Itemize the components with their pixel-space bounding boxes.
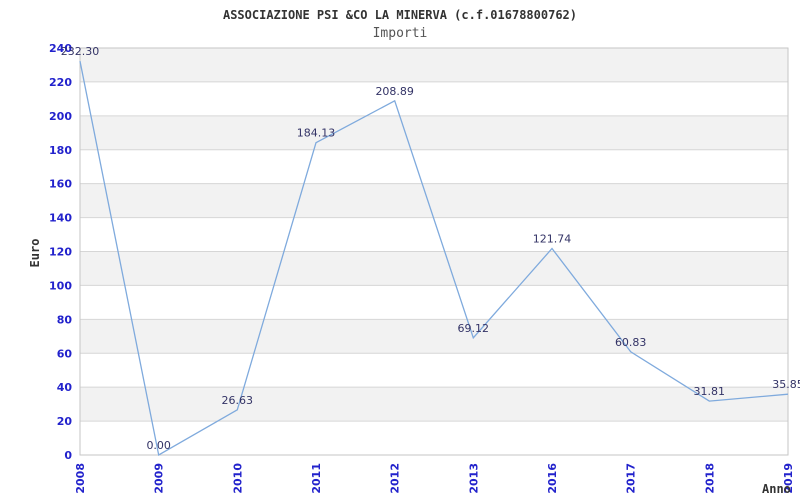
x-tick-label: 2013 xyxy=(467,463,480,494)
plot-band xyxy=(80,251,788,286)
x-tick-label: 2008 xyxy=(74,463,87,494)
x-tick-label: 2011 xyxy=(310,463,323,494)
y-tick-label: 60 xyxy=(57,347,73,360)
data-point-label: 208.89 xyxy=(375,85,414,98)
x-axis-title: Anno xyxy=(762,482,791,496)
y-tick-label: 80 xyxy=(57,313,73,326)
y-tick-label: 160 xyxy=(49,178,72,191)
plot-band xyxy=(80,387,788,422)
plot-band xyxy=(80,319,788,354)
chart-title: ASSOCIAZIONE PSI &CO LA MINERVA (c.f.016… xyxy=(222,8,577,22)
data-point-label: 232.30 xyxy=(61,45,100,58)
y-axis-title: Euro xyxy=(28,238,42,268)
plot-band xyxy=(80,48,788,82)
x-tick-label: 2012 xyxy=(389,463,402,494)
y-tick-label: 0 xyxy=(64,449,72,462)
x-tick-label: 2017 xyxy=(625,463,638,494)
x-tick-label: 2010 xyxy=(231,463,244,494)
y-tick-label: 20 xyxy=(57,415,73,428)
y-tick-label: 200 xyxy=(49,110,72,123)
series-line xyxy=(79,60,789,457)
y-tick-label: 40 xyxy=(57,381,73,394)
chart-subtitle: Importi xyxy=(372,26,428,41)
plot-band xyxy=(80,115,788,150)
data-point-label: 121.74 xyxy=(533,233,572,246)
y-tick-label: 140 xyxy=(49,212,72,225)
data-point-label: 184.13 xyxy=(297,127,336,140)
plot-band xyxy=(80,183,788,218)
data-point-label: 0.00 xyxy=(146,439,171,452)
x-tick-label: 2009 xyxy=(153,463,166,494)
x-tick-label: 2016 xyxy=(546,463,559,494)
data-point-label: 60.83 xyxy=(615,336,647,349)
y-tick-label: 240 xyxy=(49,42,72,55)
data-point-label: 31.81 xyxy=(694,385,726,398)
y-tick-label: 220 xyxy=(49,76,72,89)
plot-border xyxy=(79,47,789,456)
y-tick-label: 180 xyxy=(49,144,72,157)
x-tick-label: 2018 xyxy=(703,463,716,494)
x-tick-label: 2019 xyxy=(782,463,795,494)
data-point-label: 26.63 xyxy=(222,394,254,407)
data-point-label: 69.12 xyxy=(458,322,490,335)
data-point-label: 35.85 xyxy=(772,378,800,391)
y-tick-label: 100 xyxy=(49,279,72,292)
y-tick-label: 120 xyxy=(49,246,72,259)
